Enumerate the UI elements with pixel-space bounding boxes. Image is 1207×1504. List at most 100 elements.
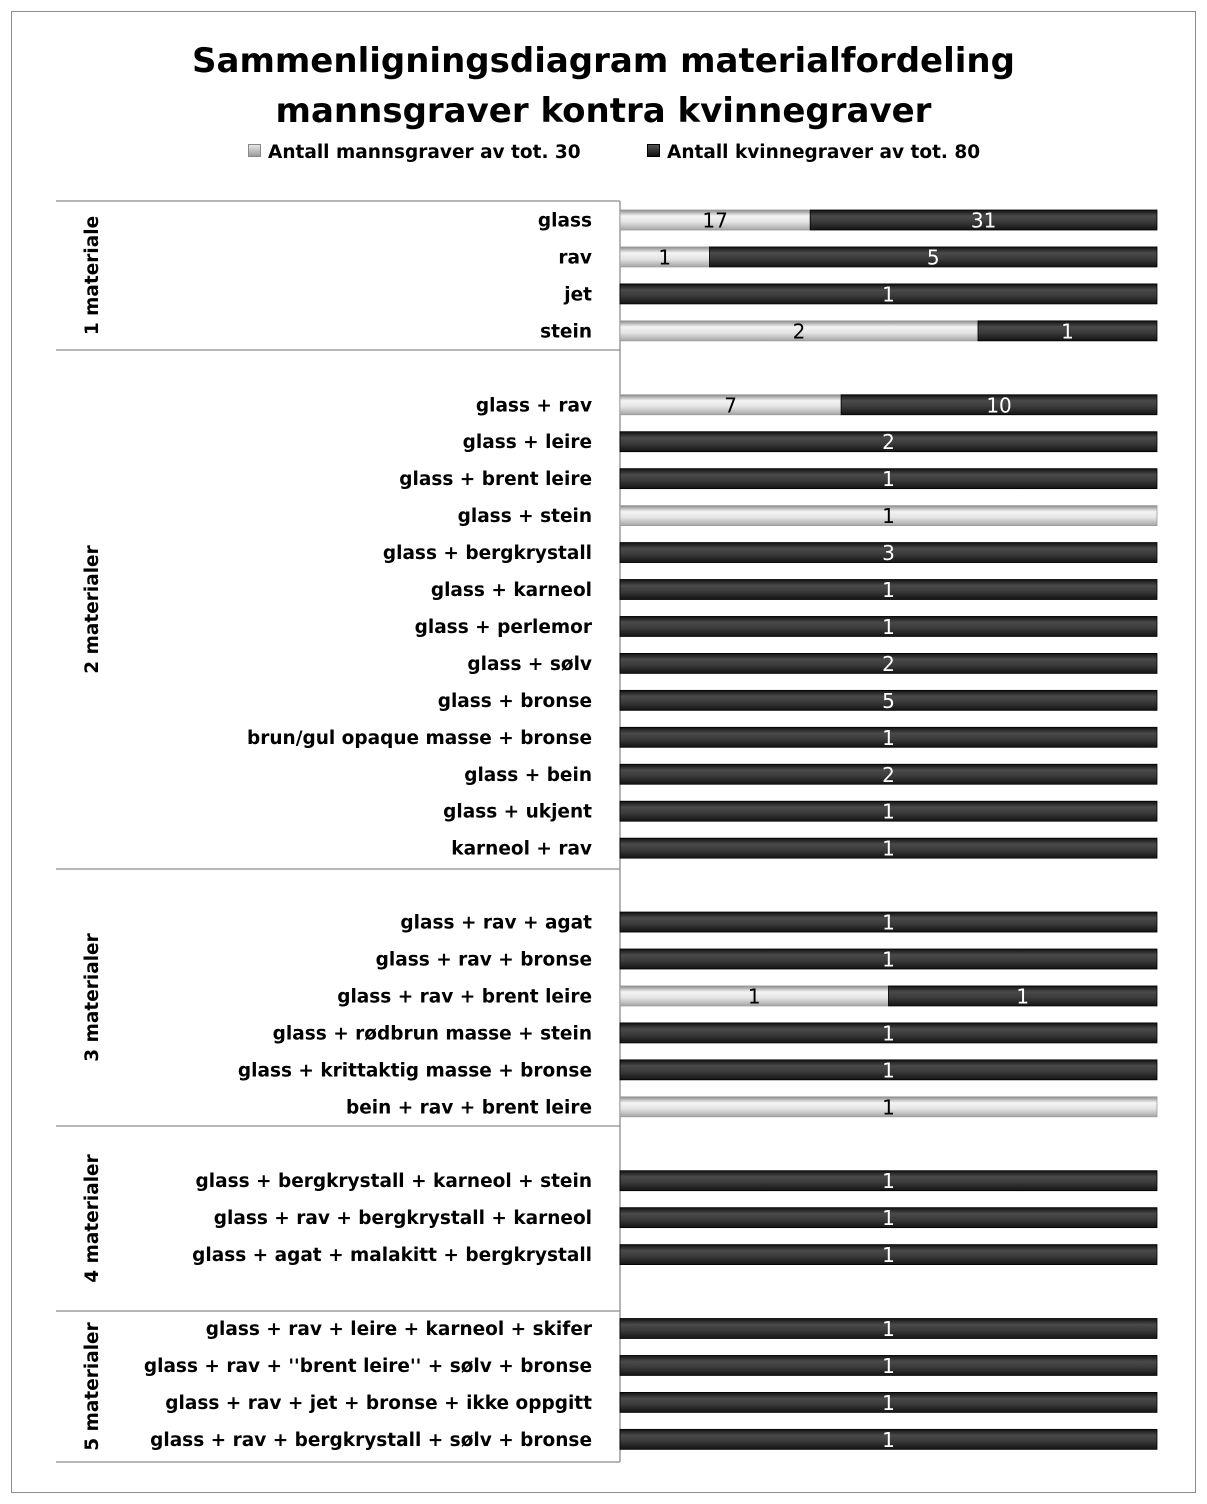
bar-segment-women — [619, 653, 1158, 674]
category-label: glass + sølv — [467, 654, 592, 675]
legend-label-men: Antall mannsgraver av tot. 30 — [268, 142, 581, 163]
category-label: glass + rav + brent leire — [337, 986, 592, 1007]
category-label: glass + bronse — [438, 691, 592, 712]
data-label-women: 1 — [882, 467, 895, 491]
data-label-women: 1 — [882, 800, 895, 824]
bar-segment-women — [619, 1059, 1158, 1081]
bar-segment-women — [619, 431, 1158, 453]
data-label-women: 3 — [882, 541, 895, 565]
data-label-women: 1 — [882, 1021, 895, 1045]
data-label-women: 1 — [882, 1169, 895, 1193]
data-label-men: 1 — [658, 245, 671, 269]
category-label: glass + ukjent — [443, 802, 592, 823]
data-label-women: 1 — [1016, 984, 1029, 1008]
data-label-women: 2 — [882, 652, 895, 676]
category-label: glass + rav + bergkrystall + karneol — [214, 1208, 592, 1229]
data-label-men: 17 — [702, 209, 727, 233]
legend-item-women: Antall kvinnegraver av tot. 80 — [647, 142, 980, 163]
data-label-women: 1 — [882, 1243, 895, 1267]
category-label: glass + agat + malakitt + bergkrystall — [192, 1245, 592, 1266]
bar-segment-women — [619, 1355, 1158, 1376]
bar-segment-women — [619, 1428, 1158, 1450]
bar-segment-women — [619, 1170, 1158, 1192]
legend-item-men: Antall mannsgraver av tot. 30 — [248, 142, 581, 163]
bar-segment-women — [809, 209, 1158, 231]
bar-segment-women — [619, 837, 1158, 859]
category-label: glass + rav + jet + bronse + ikke oppgit… — [165, 1393, 592, 1414]
data-label-women: 1 — [882, 1391, 895, 1415]
category-label: glass + bergkrystall — [383, 543, 592, 564]
chart-title-line-2: mannsgraver kontra kvinnegraver — [275, 91, 932, 131]
bar-segment-women — [619, 1392, 1158, 1413]
chart-title-line-1: Sammenligningsdiagram materialfordeling — [192, 41, 1015, 81]
data-label-women: 1 — [882, 615, 895, 639]
bar-segment-women — [619, 616, 1158, 637]
category-label: glass + bergkrystall + karneol + stein — [196, 1171, 593, 1192]
data-label-women: 1 — [882, 1354, 895, 1378]
legend-swatch-men — [248, 144, 261, 157]
category-label: glass + stein — [458, 506, 592, 527]
category-label: glass — [538, 211, 592, 232]
data-label-women: 1 — [882, 282, 895, 306]
category-label: bein + rav + brent leire — [346, 1097, 592, 1118]
data-label-women: 5 — [882, 689, 895, 713]
data-label-men: 1 — [882, 504, 895, 528]
data-label-women: 1 — [882, 911, 895, 935]
category-label: glass + karneol — [431, 580, 592, 601]
bar-segment-women — [619, 579, 1158, 600]
data-label-men: 7 — [724, 393, 737, 417]
bar-segment-women — [619, 911, 1158, 933]
bar-segment-women — [619, 1318, 1158, 1339]
data-label-women: 1 — [882, 1058, 895, 1082]
bar-segment-women — [619, 1244, 1158, 1265]
data-label-women: 10 — [986, 393, 1011, 417]
category-label: glass + rødbrun masse + stein — [273, 1023, 592, 1044]
category-label: rav — [558, 247, 592, 268]
bar-segment-women — [619, 689, 1158, 711]
group-label: 3 materialer — [82, 932, 103, 1061]
data-label-men: 1 — [748, 984, 761, 1008]
data-label-women: 1 — [882, 726, 895, 750]
legend-swatch-women — [647, 144, 660, 157]
bar-segment-women — [619, 1022, 1158, 1044]
category-label: brun/gul opaque masse + bronse — [247, 728, 592, 749]
data-label-women: 1 — [882, 1206, 895, 1230]
chart-title: Sammenligningsdiagram materialfordeling … — [0, 36, 1207, 136]
bar-segment-men — [619, 505, 1158, 527]
data-label-women: 1 — [1061, 319, 1074, 343]
bar-segment-women — [977, 320, 1158, 342]
data-label-women: 2 — [882, 763, 895, 787]
bar-segment-women — [840, 394, 1158, 416]
bar-segment-women — [619, 468, 1158, 490]
group-label: 2 materialer — [82, 544, 103, 673]
bar-segment-women — [888, 985, 1158, 1007]
legend-label-women: Antall kvinnegraver av tot. 80 — [667, 142, 981, 163]
data-label-women: 2 — [882, 430, 895, 454]
category-label: glass + krittaktig masse + bronse — [238, 1060, 592, 1081]
category-label: glass + rav + bronse — [376, 950, 592, 971]
bar-segment-women — [619, 1207, 1158, 1229]
category-label: glass + bein — [464, 765, 592, 786]
data-label-men: 2 — [793, 319, 806, 343]
data-label-women: 1 — [882, 578, 895, 602]
chart-legend: Antall mannsgraver av tot. 30 Antall kvi… — [0, 142, 1207, 172]
category-label: glass + rav — [476, 395, 592, 416]
group-label: 4 materialer — [82, 1153, 103, 1282]
data-label-women: 1 — [882, 1428, 895, 1452]
category-label: glass + rav + agat — [400, 913, 592, 934]
category-label: glass + rav + bergkrystall + sølv + bron… — [150, 1430, 592, 1451]
bar-segment-women — [619, 726, 1158, 748]
data-label-women: 1 — [882, 948, 895, 972]
data-label-women: 5 — [927, 245, 940, 269]
group-label: 5 materialer — [82, 1321, 103, 1450]
data-label-women: 1 — [882, 837, 895, 861]
data-label-women: 31 — [971, 209, 996, 233]
category-label: glass + rav + leire + karneol + skifer — [206, 1319, 593, 1340]
bar-segment-men — [619, 1096, 1158, 1118]
bar-segment-women — [619, 948, 1158, 970]
category-label: jet — [563, 284, 592, 305]
bar-segment-women — [619, 542, 1158, 563]
bar-segment-women — [619, 283, 1158, 305]
data-label-men: 1 — [882, 1095, 895, 1119]
